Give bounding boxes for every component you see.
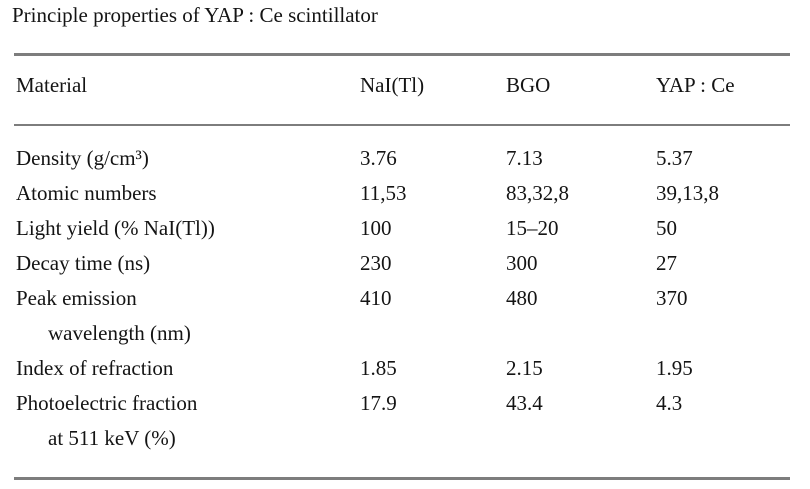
row-label: Index of refraction	[0, 351, 360, 386]
row-label-line2: wavelength (nm)	[48, 321, 191, 345]
cell-value: 27	[656, 251, 677, 275]
row-label: Peak emission wavelength (nm)	[0, 281, 360, 351]
cell-value: 7.13	[506, 146, 543, 170]
cell-value: 370	[656, 286, 688, 310]
row-label-line1: Atomic numbers	[16, 181, 157, 205]
cell-value: 410	[360, 286, 392, 310]
row-label: Decay time (ns)	[0, 246, 360, 281]
cell-value: 17.9	[360, 391, 397, 415]
cell-value: 300	[506, 251, 538, 275]
table-row-index-of-refraction: Index of refraction 1.85 2.15 1.95	[0, 351, 810, 386]
cell-value: 480	[506, 286, 538, 310]
cell-value: 2.15	[506, 356, 543, 380]
cell-value: 50	[656, 216, 677, 240]
cell-value: 43.4	[506, 391, 543, 415]
row-label-line1: Decay time (ns)	[16, 251, 151, 275]
row-label-line1: Peak emission	[16, 286, 137, 310]
cell-value: 4.3	[656, 391, 683, 415]
row-label-line1: Density (g/cm³)	[16, 146, 149, 170]
cell-value: 3.76	[360, 146, 397, 170]
cell-value: 83,32,8	[506, 181, 569, 205]
table-title: Principle properties of YAP : Ce scintil…	[12, 3, 378, 27]
row-label: Atomic numbers	[0, 176, 360, 211]
column-header-yap-ce: YAP : Ce	[656, 73, 735, 97]
table-row-atomic-numbers: Atomic numbers 11,53 83,32,8 39,13,8	[0, 176, 810, 211]
cell-value: 39,13,8	[656, 181, 719, 205]
row-label-line2: at 511 keV (%)	[48, 426, 176, 450]
table-row-decay-time: Decay time (ns) 230 300 27	[0, 246, 810, 281]
row-label: Density (g/cm³)	[0, 141, 360, 176]
cell-value: 11,53	[360, 181, 407, 205]
table-row-density: Density (g/cm³) 3.76 7.13 5.37	[0, 141, 810, 176]
cell-value: 1.85	[360, 356, 397, 380]
table-row-light-yield: Light yield (% NaI(Tl)) 100 15–20 50	[0, 211, 810, 246]
cell-value: 1.95	[656, 356, 693, 380]
table-body: Density (g/cm³) 3.76 7.13 5.37 Atomic nu…	[0, 141, 810, 456]
cell-value: 5.37	[656, 146, 693, 170]
row-label-line1: Index of refraction	[16, 356, 174, 380]
row-label: Photoelectric fraction at 511 keV (%)	[0, 386, 360, 456]
cell-value: 100	[360, 216, 392, 240]
column-header-material: Material	[16, 73, 88, 97]
table-header-row: Material NaI(Tl) BGO YAP : Ce	[0, 70, 810, 100]
row-label-line1: Photoelectric fraction	[16, 391, 198, 415]
header-rule	[14, 124, 790, 126]
cell-value: 230	[360, 251, 392, 275]
table-row-peak-emission: Peak emission wavelength (nm) 410 480 37…	[0, 281, 810, 351]
row-label: Light yield (% NaI(Tl))	[0, 211, 360, 246]
bottom-rule	[14, 477, 790, 480]
top-rule	[14, 53, 790, 56]
row-label-line1: Light yield (% NaI(Tl))	[16, 216, 215, 240]
cell-value: 15–20	[506, 216, 559, 240]
column-header-bgo: BGO	[506, 73, 551, 97]
column-header-nai-tl: NaI(Tl)	[360, 73, 425, 97]
table-row-photoelectric-fraction: Photoelectric fraction at 511 keV (%) 17…	[0, 386, 810, 456]
